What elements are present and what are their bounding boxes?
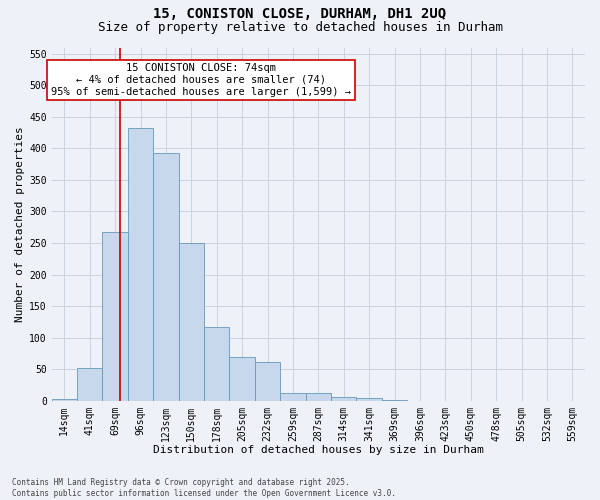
Text: Size of property relative to detached houses in Durham: Size of property relative to detached ho… [97,21,503,34]
Bar [153,154,179,400]
Bar [179,243,204,400]
Bar [255,362,280,401]
Text: Contains HM Land Registry data © Crown copyright and database right 2025.
Contai: Contains HM Land Registry data © Crown c… [12,478,396,498]
Bar [128,128,153,400]
Bar [305,393,331,400]
Bar [331,397,356,400]
Bar [204,327,229,400]
Text: 15 CONISTON CLOSE: 74sqm
← 4% of detached houses are smaller (74)
95% of semi-de: 15 CONISTON CLOSE: 74sqm ← 4% of detache… [51,64,351,96]
Bar [280,392,305,400]
Bar [356,398,382,400]
Bar [52,399,77,400]
Y-axis label: Number of detached properties: Number of detached properties [15,126,25,322]
Bar [229,356,255,401]
Bar [103,232,128,400]
Bar [77,368,103,400]
X-axis label: Distribution of detached houses by size in Durham: Distribution of detached houses by size … [153,445,484,455]
Text: 15, CONISTON CLOSE, DURHAM, DH1 2UQ: 15, CONISTON CLOSE, DURHAM, DH1 2UQ [154,8,446,22]
